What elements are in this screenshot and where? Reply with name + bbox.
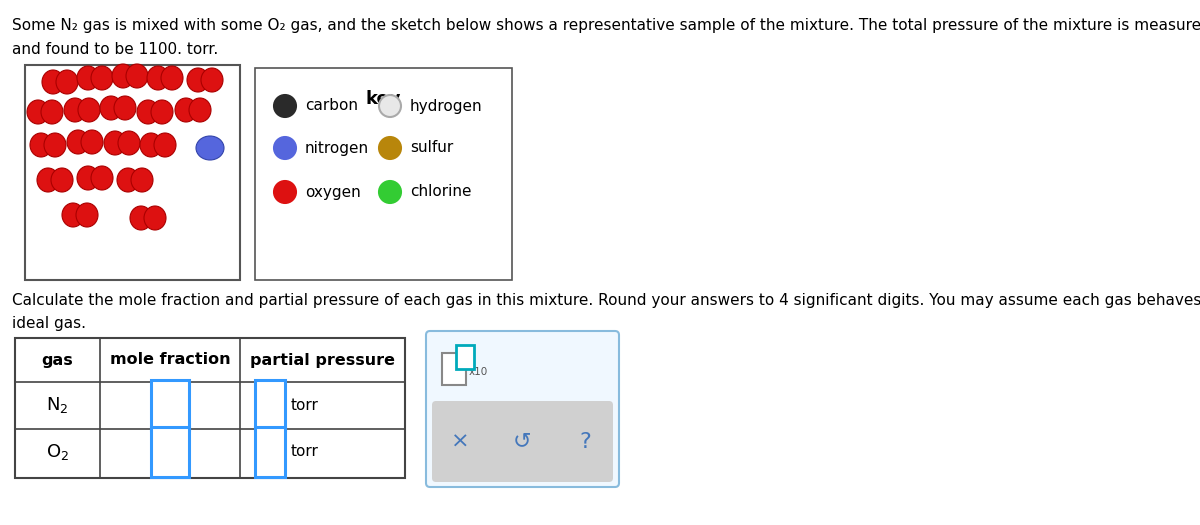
Text: ↺: ↺ bbox=[512, 432, 532, 452]
Text: torr: torr bbox=[292, 397, 319, 413]
Ellipse shape bbox=[144, 206, 166, 230]
Text: gas: gas bbox=[42, 352, 73, 368]
Text: Calculate the mole fraction and partial pressure of each gas in this mixture. Ro: Calculate the mole fraction and partial … bbox=[12, 293, 1200, 308]
Ellipse shape bbox=[187, 68, 209, 92]
Text: oxygen: oxygen bbox=[305, 184, 361, 200]
Ellipse shape bbox=[78, 98, 100, 122]
Ellipse shape bbox=[37, 168, 59, 192]
Ellipse shape bbox=[202, 68, 223, 92]
Ellipse shape bbox=[91, 166, 113, 190]
FancyBboxPatch shape bbox=[426, 331, 619, 487]
Ellipse shape bbox=[114, 96, 136, 120]
Text: torr: torr bbox=[292, 445, 319, 459]
FancyBboxPatch shape bbox=[256, 68, 512, 280]
Text: ×: × bbox=[451, 432, 469, 452]
Text: chlorine: chlorine bbox=[410, 184, 472, 200]
Ellipse shape bbox=[76, 203, 98, 227]
FancyBboxPatch shape bbox=[25, 65, 240, 280]
Text: key: key bbox=[366, 90, 401, 108]
Ellipse shape bbox=[82, 130, 103, 154]
FancyBboxPatch shape bbox=[151, 380, 190, 430]
Text: O$_2$: O$_2$ bbox=[46, 442, 70, 462]
Ellipse shape bbox=[91, 66, 113, 90]
Ellipse shape bbox=[148, 66, 169, 90]
Ellipse shape bbox=[118, 168, 139, 192]
Text: partial pressure: partial pressure bbox=[250, 352, 395, 368]
Ellipse shape bbox=[62, 203, 84, 227]
Circle shape bbox=[379, 137, 401, 159]
Text: x10: x10 bbox=[469, 367, 488, 377]
Ellipse shape bbox=[44, 133, 66, 157]
Circle shape bbox=[274, 181, 296, 203]
Ellipse shape bbox=[154, 133, 176, 157]
Ellipse shape bbox=[126, 64, 148, 88]
Ellipse shape bbox=[67, 130, 89, 154]
Ellipse shape bbox=[28, 100, 49, 124]
Ellipse shape bbox=[64, 98, 86, 122]
Ellipse shape bbox=[77, 166, 98, 190]
Ellipse shape bbox=[151, 100, 173, 124]
Text: Some N₂ gas is mixed with some O₂ gas, and the sketch below shows a representati: Some N₂ gas is mixed with some O₂ gas, a… bbox=[12, 18, 1200, 33]
Text: nitrogen: nitrogen bbox=[305, 141, 370, 155]
Ellipse shape bbox=[50, 168, 73, 192]
Text: ideal gas.: ideal gas. bbox=[12, 316, 86, 331]
Ellipse shape bbox=[130, 206, 152, 230]
Text: mole fraction: mole fraction bbox=[109, 352, 230, 368]
Ellipse shape bbox=[30, 133, 52, 157]
Circle shape bbox=[379, 181, 401, 203]
Text: carbon: carbon bbox=[305, 99, 358, 113]
Ellipse shape bbox=[175, 98, 197, 122]
Ellipse shape bbox=[100, 96, 122, 120]
Ellipse shape bbox=[131, 168, 154, 192]
Circle shape bbox=[274, 137, 296, 159]
Ellipse shape bbox=[42, 70, 64, 94]
Ellipse shape bbox=[190, 98, 211, 122]
FancyBboxPatch shape bbox=[256, 427, 286, 477]
Text: ?: ? bbox=[580, 432, 590, 452]
Ellipse shape bbox=[41, 100, 64, 124]
Circle shape bbox=[379, 95, 401, 117]
Ellipse shape bbox=[112, 64, 134, 88]
FancyBboxPatch shape bbox=[14, 338, 406, 478]
Text: hydrogen: hydrogen bbox=[410, 99, 482, 113]
Text: N$_2$: N$_2$ bbox=[47, 395, 68, 415]
Ellipse shape bbox=[104, 131, 126, 155]
Ellipse shape bbox=[56, 70, 78, 94]
Text: and found to be 1100. torr.: and found to be 1100. torr. bbox=[12, 42, 218, 57]
Ellipse shape bbox=[77, 66, 98, 90]
FancyBboxPatch shape bbox=[432, 401, 613, 482]
FancyBboxPatch shape bbox=[456, 345, 474, 369]
FancyBboxPatch shape bbox=[256, 380, 286, 430]
Ellipse shape bbox=[118, 131, 140, 155]
Circle shape bbox=[274, 95, 296, 117]
Ellipse shape bbox=[161, 66, 182, 90]
FancyBboxPatch shape bbox=[151, 427, 190, 477]
Text: sulfur: sulfur bbox=[410, 141, 454, 155]
Ellipse shape bbox=[137, 100, 158, 124]
Ellipse shape bbox=[196, 136, 224, 160]
Ellipse shape bbox=[140, 133, 162, 157]
FancyBboxPatch shape bbox=[442, 353, 466, 385]
